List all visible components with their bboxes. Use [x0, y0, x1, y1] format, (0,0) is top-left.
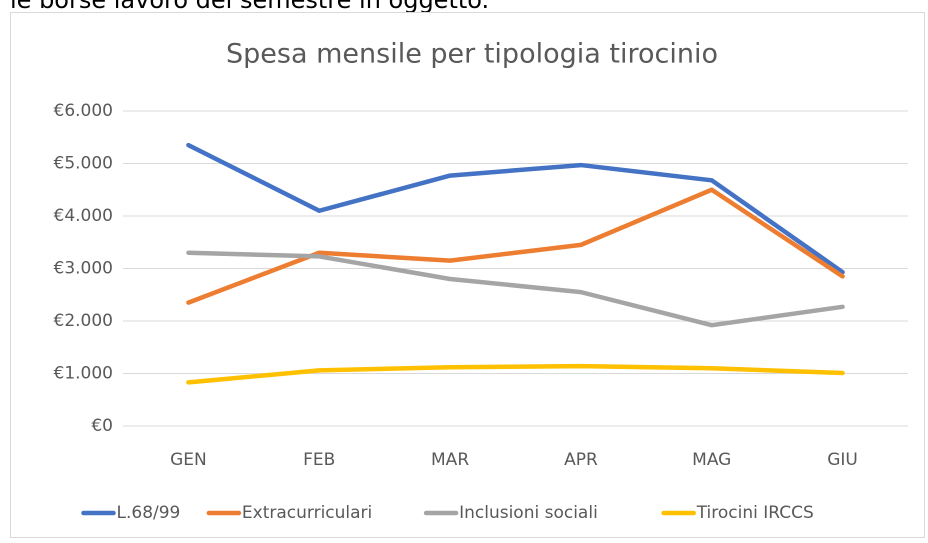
legend-label: L.68/99 [117, 503, 181, 523]
y-tick-label: €2.000 [54, 311, 113, 331]
x-tick-label: APR [564, 450, 598, 470]
legend-label: Extracurriculari [242, 503, 372, 523]
y-tick-label: €5.000 [54, 154, 113, 174]
x-tick-label: GEN [170, 450, 207, 470]
y-tick-label: €6.000 [54, 101, 113, 121]
x-tick-label: GIU [827, 450, 858, 470]
y-tick-label: €4.000 [54, 206, 113, 226]
chart-title: Spesa mensile per tipologia tirocinio [226, 39, 718, 70]
chart-frame [10, 12, 925, 538]
series-line [186, 187, 845, 305]
y-tick-label: €0 [91, 416, 113, 436]
y-tick-label: €1.000 [54, 364, 113, 384]
series-line [186, 142, 845, 275]
legend-label: Tirocini IRCCS [696, 503, 814, 523]
legend-label: Inclusioni sociali [459, 503, 598, 523]
series-line [186, 250, 845, 328]
x-tick-label: MAR [431, 450, 469, 470]
document-text: le borse lavoro del semestre in oggetto. [10, 0, 489, 14]
series-line [186, 363, 845, 385]
x-tick-label: MAG [692, 450, 731, 470]
x-tick-label: FEB [303, 450, 335, 470]
y-tick-label: €3.000 [54, 259, 113, 279]
